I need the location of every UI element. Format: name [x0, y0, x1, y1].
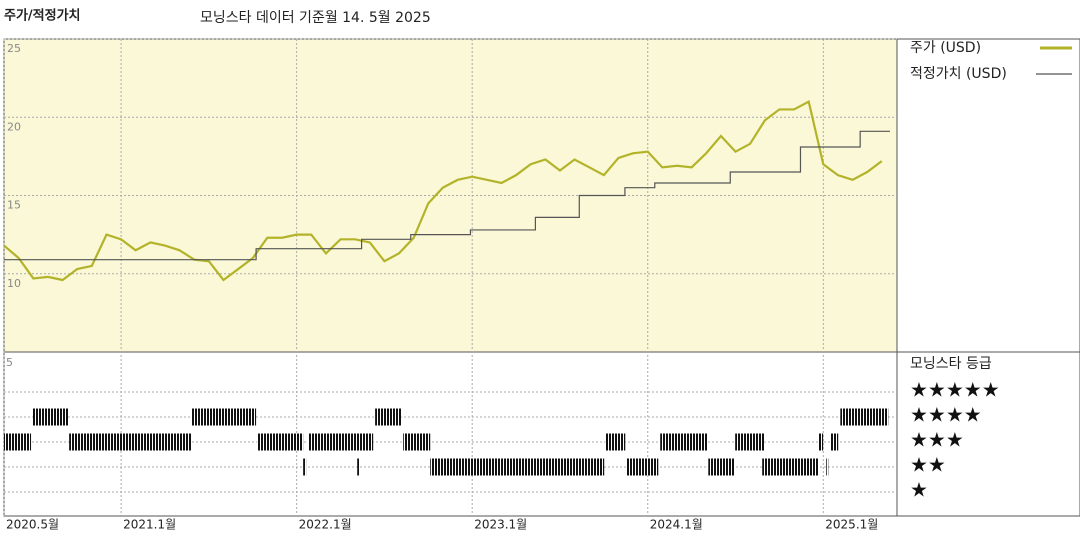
rating-title: 모닝스타 등급 — [910, 356, 992, 372]
x-tick-label: 2023.1월 — [474, 518, 527, 532]
rating-bar — [660, 433, 708, 451]
rating-bar — [403, 433, 431, 451]
rating-bar — [257, 433, 304, 451]
series-line — [3, 99, 883, 282]
x-tick-label: 2024.1월 — [650, 518, 703, 532]
rating-bar — [308, 433, 374, 451]
rating-axis-label: 5 — [6, 356, 13, 369]
star-label: ★★★★ — [910, 403, 982, 427]
star-label: ★★ — [910, 453, 946, 477]
x-tick-label: 2022.1월 — [299, 518, 352, 532]
rating-bar — [826, 458, 829, 476]
rating-bar — [708, 458, 735, 476]
legend-label: 주가 (USD) — [910, 40, 981, 56]
rating-bar — [192, 408, 257, 426]
star-label: ★★★ — [910, 428, 964, 452]
y-tick-label: 15 — [7, 199, 21, 212]
y-tick-label: 10 — [7, 277, 21, 290]
star-label: ★★★★★ — [910, 378, 1000, 402]
rating-bar — [735, 433, 765, 451]
rating-bar — [818, 433, 824, 451]
series-line — [4, 130, 890, 261]
y-tick-label: 25 — [7, 42, 21, 55]
rating-bar — [605, 433, 626, 451]
legend-label: 적정가치 (USD) — [910, 66, 1007, 82]
rating-bar — [357, 458, 360, 476]
rating-bar — [375, 408, 402, 426]
rating-bar — [840, 408, 889, 426]
rating-bar — [4, 433, 32, 451]
rating-bar — [762, 458, 819, 476]
chart-subtitle: 모닝스타 데이터 기준월 14. 5월 2025 — [200, 10, 431, 26]
rating-bar — [626, 458, 659, 476]
rating-bar — [32, 408, 69, 426]
rating-bar — [830, 433, 839, 451]
star-label: ★ — [910, 478, 928, 502]
x-tick-label: 2025.1월 — [825, 518, 878, 532]
x-tick-label: 2021.1월 — [123, 518, 176, 532]
rating-bar — [303, 458, 307, 476]
chart-title: 주가/적정가치 — [4, 8, 81, 24]
rating-bar — [69, 433, 192, 451]
rating-bar — [430, 458, 605, 476]
y-tick-label: 20 — [7, 120, 21, 133]
x-tick-label: 2020.5월 — [6, 518, 59, 532]
